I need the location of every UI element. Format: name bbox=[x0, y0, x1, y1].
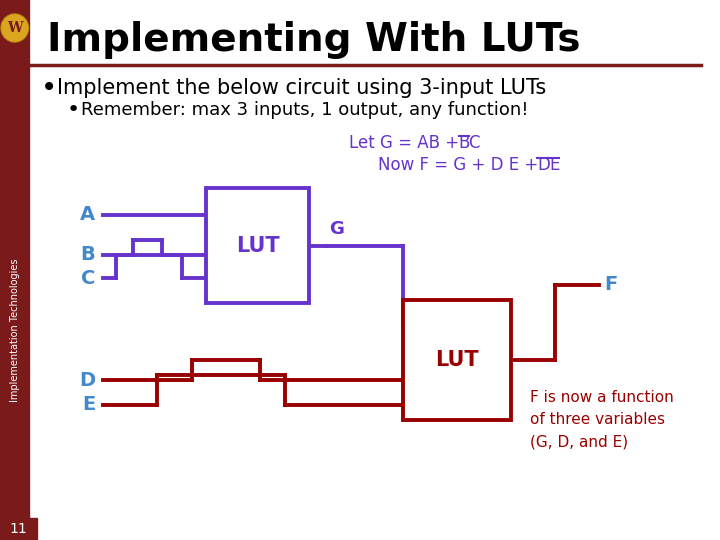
Text: LUT: LUT bbox=[236, 235, 279, 255]
Text: •: • bbox=[41, 74, 58, 102]
Circle shape bbox=[1, 14, 29, 42]
Text: B: B bbox=[81, 246, 95, 265]
Text: E: E bbox=[549, 156, 559, 174]
Circle shape bbox=[5, 18, 24, 38]
Text: F is now a function
of three variables
(G, D, and E): F is now a function of three variables (… bbox=[531, 390, 674, 449]
Text: C: C bbox=[469, 134, 480, 152]
Text: LUT: LUT bbox=[435, 350, 479, 370]
Text: G: G bbox=[329, 219, 344, 238]
Bar bbox=[207, 188, 310, 303]
Bar bbox=[0, 518, 37, 540]
Text: Now F = G + D E +: Now F = G + D E + bbox=[378, 156, 544, 174]
Text: W: W bbox=[7, 21, 22, 35]
Text: •: • bbox=[67, 100, 80, 120]
Text: Implementing With LUTs: Implementing With LUTs bbox=[47, 21, 580, 59]
Text: Let G = AB +: Let G = AB + bbox=[348, 134, 464, 152]
Text: F: F bbox=[604, 275, 618, 294]
Text: 11: 11 bbox=[10, 522, 27, 536]
Text: D: D bbox=[79, 370, 95, 389]
Text: Remember: max 3 inputs, 1 output, any function!: Remember: max 3 inputs, 1 output, any fu… bbox=[81, 101, 528, 119]
Text: E: E bbox=[82, 395, 95, 415]
Bar bbox=[402, 300, 510, 420]
Text: D: D bbox=[537, 156, 550, 174]
Text: Implementation Technologies: Implementation Technologies bbox=[10, 258, 19, 402]
Text: B: B bbox=[459, 134, 470, 152]
Circle shape bbox=[2, 15, 27, 41]
Text: Implement the below circuit using 3-input LUTs: Implement the below circuit using 3-inpu… bbox=[57, 78, 546, 98]
Text: C: C bbox=[81, 268, 95, 287]
Bar bbox=[0, 0, 30, 540]
Text: A: A bbox=[80, 206, 95, 225]
